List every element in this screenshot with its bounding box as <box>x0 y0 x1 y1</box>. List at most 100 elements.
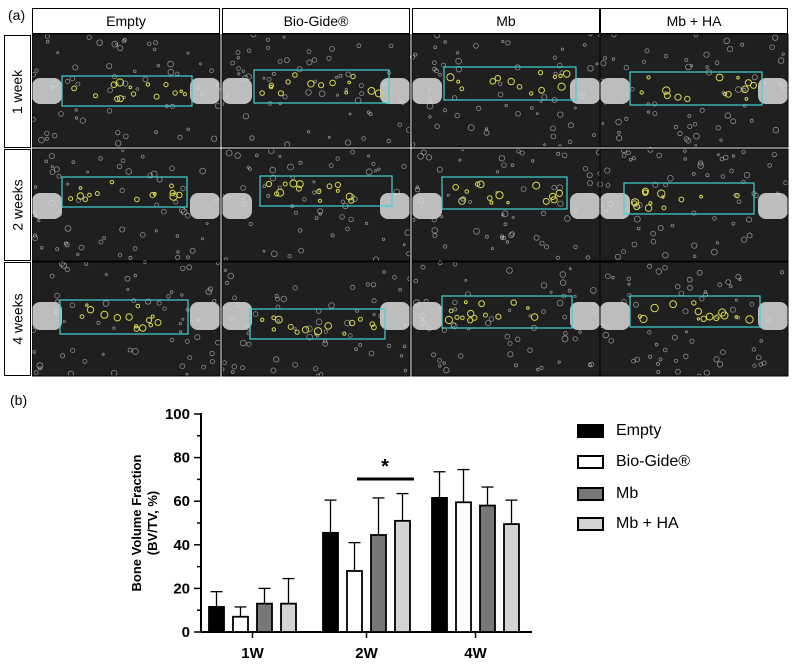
bone-contour <box>715 313 721 320</box>
bone-contour <box>686 276 693 283</box>
ct-tile-border <box>221 34 411 148</box>
bone-contour <box>567 139 573 144</box>
legend-label: Mb <box>616 485 639 502</box>
bone-contour <box>714 60 720 66</box>
bone-contour <box>350 149 356 155</box>
bone-contour <box>451 322 458 330</box>
bone-contour <box>420 264 426 270</box>
host-bone-left <box>222 193 252 219</box>
bone-contour <box>184 212 191 219</box>
bone-contour <box>54 292 60 299</box>
new-bone-contour <box>555 189 563 197</box>
bone-contour <box>443 40 447 44</box>
new-bone-contour <box>345 192 354 201</box>
new-bone-contour <box>648 201 653 206</box>
bone-contour <box>623 64 630 71</box>
bone-contour <box>621 153 627 158</box>
bone-contour <box>780 270 785 275</box>
bone-contour <box>368 350 375 357</box>
bone-contour <box>106 63 113 70</box>
bone-contour <box>152 47 157 52</box>
bone-contour <box>691 242 698 249</box>
bone-contour <box>167 68 175 76</box>
bone-contour <box>50 165 54 169</box>
bone-contour <box>529 106 534 110</box>
bone-contour <box>127 347 133 353</box>
bone-contour <box>102 235 106 240</box>
new-bone-contour <box>268 82 275 88</box>
bone-contour <box>505 240 510 244</box>
bone-contour <box>658 357 663 362</box>
bone-contour <box>209 68 214 73</box>
bone-contour <box>107 87 113 93</box>
x-tick-label: 1W <box>241 645 264 662</box>
bone-contour <box>78 244 85 251</box>
bone-contour <box>520 186 527 193</box>
new-bone-contour <box>444 315 453 325</box>
bone-contour <box>617 130 621 135</box>
new-bone-contour <box>537 70 544 76</box>
bone-contour <box>62 319 66 323</box>
new-bone-contour <box>463 300 468 305</box>
bone-contour <box>504 333 511 340</box>
ct-tile-border <box>599 34 789 148</box>
new-bone-contour <box>271 315 277 321</box>
new-bone-contour <box>68 196 74 202</box>
bone-contour <box>560 47 565 51</box>
bone-contour <box>276 319 280 323</box>
new-bone-contour <box>348 197 355 204</box>
bone-contour <box>539 240 545 246</box>
new-bone-contour <box>452 184 460 191</box>
bone-contour <box>600 60 607 67</box>
bone-contour <box>270 367 277 374</box>
bone-contour <box>485 319 492 327</box>
bone-contour <box>72 64 79 71</box>
bone-contour <box>587 180 593 187</box>
bone-contour <box>154 130 158 135</box>
ct-tile <box>220 261 413 377</box>
new-bone-contour <box>150 314 155 319</box>
bone-contour <box>626 150 631 156</box>
bone-contour <box>293 327 297 331</box>
bone-contour <box>691 210 697 216</box>
y-tick-label: 40 <box>173 537 190 554</box>
new-bone-contour <box>538 86 546 94</box>
bone-contour <box>531 159 535 163</box>
bone-contour <box>167 60 174 68</box>
legend-swatch <box>577 517 604 531</box>
new-bone-contour <box>82 196 89 203</box>
bone-contour <box>438 72 442 77</box>
bone-contour <box>175 234 180 238</box>
bone-contour <box>283 57 290 64</box>
roi-box <box>253 69 390 104</box>
host-bone-left <box>222 302 252 330</box>
new-bone-contour <box>529 91 534 96</box>
bone-contour <box>114 140 122 147</box>
ct-image-panel: (a) Empty Bio-Gide® Mb Mb + HA 1 week 2 … <box>4 7 789 377</box>
bone-contour <box>106 108 113 114</box>
new-bone-contour <box>494 75 501 82</box>
bone-contour <box>63 241 68 246</box>
bone-contour <box>358 83 364 89</box>
bone-contour <box>147 172 154 179</box>
bone-contour <box>693 132 700 140</box>
bone-contour <box>703 51 710 58</box>
ct-tile <box>411 147 602 262</box>
bone-contour <box>705 173 710 178</box>
bone-contour <box>169 337 175 343</box>
bone-contour <box>473 228 480 235</box>
new-bone-contour <box>474 181 481 187</box>
roi-box <box>623 182 755 215</box>
bone-contour <box>513 363 518 368</box>
new-bone-contour <box>326 183 333 190</box>
bone-contour <box>696 269 703 276</box>
bone-contour <box>277 58 283 64</box>
bone-contour <box>173 199 179 205</box>
bone-contour <box>501 213 505 217</box>
bone-contour <box>616 135 623 142</box>
new-bone-contour <box>334 181 341 188</box>
bone-contour <box>180 208 188 216</box>
ct-tile <box>32 148 221 262</box>
bone-contour <box>252 311 259 317</box>
new-bone-contour <box>495 313 502 320</box>
